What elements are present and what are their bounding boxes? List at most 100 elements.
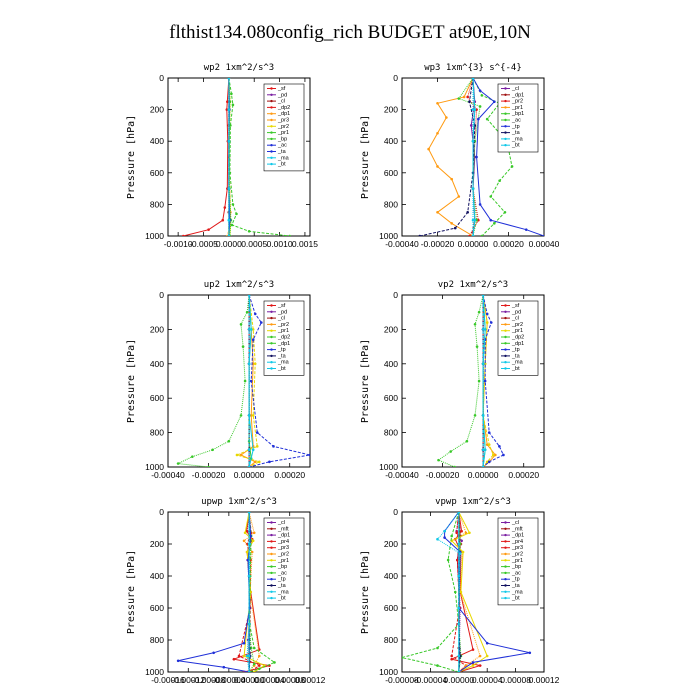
series-point: [223, 206, 227, 209]
series-group: [176, 295, 310, 467]
legend-marker: [270, 540, 273, 543]
legend-label: _dp1: [277, 111, 290, 117]
series-point: [247, 448, 251, 452]
legend-marker: [270, 150, 273, 153]
legend-label: _pr3: [511, 545, 523, 551]
series-point: [181, 234, 185, 236]
x-tick-label: 0.0015: [292, 239, 318, 249]
x-tick-label: -0.00008: [385, 675, 419, 685]
series-point: [252, 531, 256, 535]
series-point: [255, 445, 259, 448]
series-point: [455, 531, 458, 535]
y-tick-label: 200: [150, 539, 164, 549]
series-point: [485, 321, 489, 324]
legend-label: _pr2: [511, 322, 523, 328]
series-point: [239, 322, 243, 326]
legend-label: _pr2: [511, 99, 523, 105]
y-tick-label: 600: [384, 168, 398, 178]
series-line: [437, 295, 484, 467]
series-point: [418, 234, 422, 236]
series-line: [482, 295, 505, 467]
legend-label: _pr1: [511, 105, 523, 111]
series-point: [478, 664, 482, 667]
legend-marker: [504, 112, 507, 115]
legend-marker: [270, 93, 273, 97]
legend-label: _mft: [511, 526, 523, 532]
series-point: [191, 455, 194, 458]
y-tick-label: 600: [150, 393, 164, 403]
legend-marker: [504, 329, 507, 332]
series-point: [249, 534, 252, 538]
legend-label: _dp1: [277, 533, 290, 539]
x-tick-label: 0.00020: [493, 239, 524, 249]
plot-frame: [167, 511, 311, 673]
legend-label: _bt: [277, 596, 286, 602]
series-point: [247, 295, 251, 297]
series-point: [427, 147, 430, 151]
series-point: [243, 379, 247, 383]
series-point: [176, 659, 180, 663]
legend-label: _dp2: [277, 105, 290, 111]
series-line: [482, 295, 496, 467]
series-point: [477, 117, 480, 121]
series-point: [176, 462, 180, 465]
legend-marker: [270, 304, 273, 307]
panel-title: vpwp 1xm^2/s^3: [435, 497, 511, 507]
series-point: [485, 312, 489, 316]
legend-marker: [270, 112, 273, 115]
y-tick-label: 0: [393, 290, 398, 300]
x-tick-label: -0.00008: [192, 675, 226, 685]
series-point: [247, 654, 251, 658]
legend-label: _ta: [511, 353, 521, 359]
x-tick-label: 0.00012: [529, 675, 560, 685]
series-point: [491, 453, 495, 457]
series-point: [542, 234, 544, 236]
legend-marker: [504, 552, 507, 556]
legend-label: _pr1: [277, 558, 289, 564]
legend-marker: [270, 156, 273, 159]
legend-marker: [504, 521, 507, 524]
series-point: [477, 310, 481, 314]
legend-label: _pr1: [511, 558, 523, 564]
y-tick-label: 1000: [145, 667, 164, 677]
legend-marker: [270, 578, 273, 581]
x-tick-label: 0.00020: [508, 470, 539, 480]
legend-label: _tp: [511, 124, 520, 130]
series-point: [471, 139, 475, 143]
series-point: [237, 654, 241, 658]
legend-marker: [270, 527, 273, 530]
series-point: [466, 211, 469, 214]
panel-title: up2 1xm^2/s^3: [204, 280, 274, 290]
series-line: [436, 512, 461, 672]
series-line: [450, 512, 481, 672]
x-tick-label: -0.0010: [164, 239, 193, 249]
series-point: [487, 443, 491, 446]
series-point: [462, 95, 466, 99]
legend-label: _sf: [277, 303, 286, 309]
series-point: [493, 100, 496, 103]
legend-marker: [270, 552, 273, 556]
x-tick-label: 0.00020: [274, 470, 305, 480]
legend-label: _bt: [277, 162, 286, 168]
series-point: [211, 448, 214, 452]
legend-marker: [504, 546, 507, 549]
legend-marker: [504, 310, 507, 313]
legend-label: _cl: [511, 316, 519, 322]
legend-label: _pr2: [277, 124, 289, 130]
series-point: [231, 203, 235, 206]
legend-marker: [270, 533, 273, 537]
series-point: [257, 648, 261, 651]
legend-label: _bt: [277, 366, 286, 372]
legend-marker: [504, 316, 507, 320]
series-point: [230, 223, 234, 227]
series-point: [478, 203, 482, 206]
legend-label: _dp2: [511, 335, 524, 341]
legend-marker: [504, 137, 507, 141]
series-point: [273, 661, 276, 664]
series-point: [436, 664, 439, 667]
series-point: [481, 362, 485, 366]
x-tick-label: 0.00008: [274, 675, 305, 685]
x-tick-label: -0.00040: [385, 470, 419, 480]
series-point: [250, 550, 254, 554]
legend-marker: [504, 559, 507, 562]
